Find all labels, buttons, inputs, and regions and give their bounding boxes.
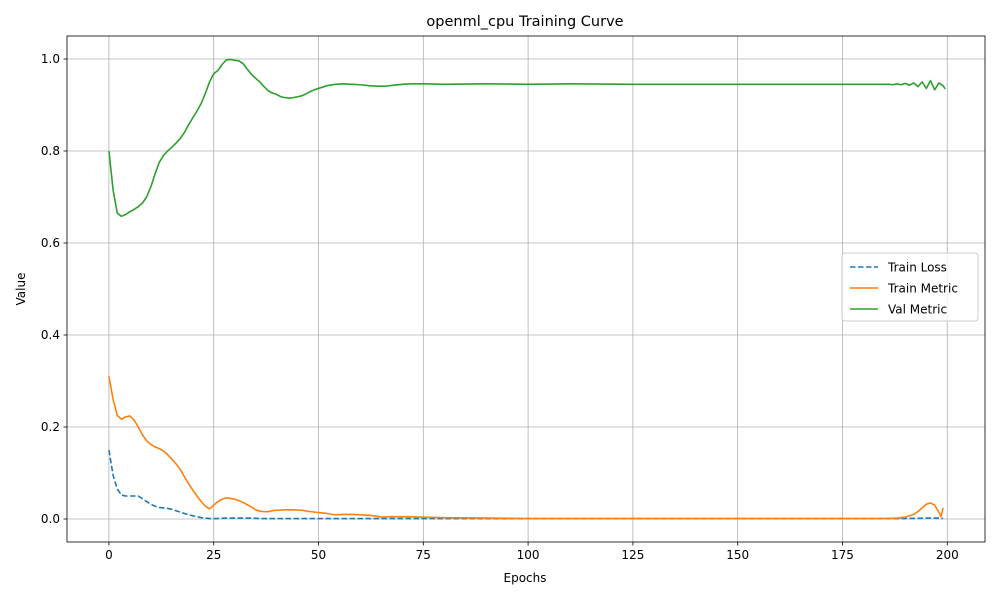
y-tick-label: 0.4: [41, 328, 60, 342]
y-tick-label: 1.0: [41, 52, 60, 66]
y-axis-label: Value: [14, 273, 28, 306]
x-tick-label: 150: [726, 548, 749, 562]
y-tick-label: 0.6: [41, 236, 60, 250]
x-tick-label: 75: [416, 548, 431, 562]
legend-box: [841, 252, 979, 322]
series-line-val-metric: [108, 58, 946, 218]
legend-label: Train Metric: [887, 282, 958, 296]
x-tick-label: 175: [831, 548, 854, 562]
series-line-train-metric: [108, 376, 944, 520]
legend-label: Train Loss: [887, 261, 947, 275]
ticks-layer: 0 25 50 75 100 125 150 175 200 0.0 0.2 0.4 0.6 0.8 1.0: [41, 52, 959, 562]
x-tick-label: 200: [936, 548, 959, 562]
x-tick-label: 50: [311, 548, 326, 562]
plot-frame: [66, 35, 986, 543]
x-axis-label: Epochs: [504, 571, 547, 585]
y-tick-label: 0.8: [41, 144, 60, 158]
x-tick-label: 100: [517, 548, 540, 562]
x-tick-label: 125: [621, 548, 644, 562]
y-tick-label: 0.0: [41, 512, 60, 526]
series-layer: [108, 58, 946, 520]
legend-label: Val Metric: [888, 303, 947, 317]
chart-title: openml_cpu Training Curve: [426, 14, 623, 30]
x-tick-label: 25: [206, 548, 221, 562]
y-tick-label: 0.2: [41, 420, 60, 434]
x-tick-label: 0: [105, 548, 113, 562]
legend: Train Loss Train Metric Val Metric: [841, 252, 979, 322]
